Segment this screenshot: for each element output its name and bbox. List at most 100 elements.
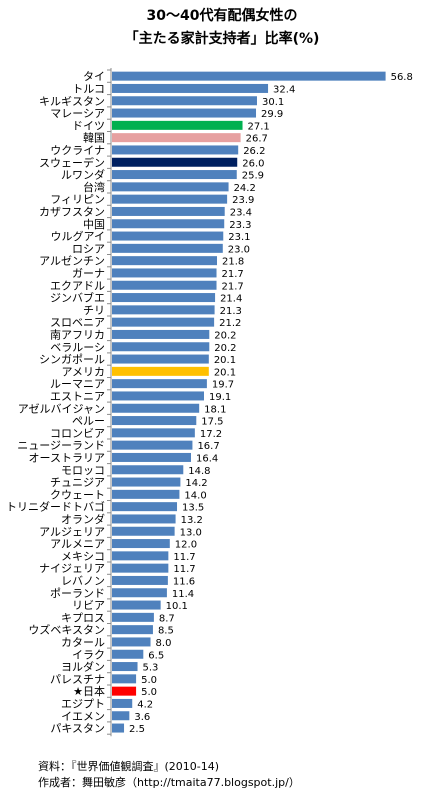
footer-group: 資料：『世界価値観調査』(2010-14) 作成者：舞田敏彦（http://tm… xyxy=(38,759,300,789)
bar xyxy=(112,539,170,549)
bar xyxy=(112,157,238,167)
bar xyxy=(112,686,137,696)
bar xyxy=(112,108,257,118)
bar xyxy=(112,317,215,327)
value-label: 11.6 xyxy=(173,576,195,587)
value-label: 29.9 xyxy=(261,109,283,120)
value-label: 14.2 xyxy=(185,478,207,489)
category-label: トリニダードトバゴ xyxy=(6,500,105,514)
bar xyxy=(112,71,386,81)
bar xyxy=(112,600,161,610)
category-label: ルワンダ xyxy=(61,168,105,182)
value-label: 12.0 xyxy=(175,540,197,551)
value-label: 5.0 xyxy=(141,675,157,686)
value-label: 21.7 xyxy=(222,281,244,292)
category-label: ニュージーランド xyxy=(17,439,105,452)
category-label: ポーランド xyxy=(50,587,105,600)
category-label: アゼルバイジャン xyxy=(18,402,105,415)
category-label: エクアドル xyxy=(50,279,105,292)
value-label: 26.0 xyxy=(242,158,264,169)
category-label: クウェート xyxy=(50,488,105,501)
category-label: パキスタン xyxy=(50,722,105,735)
value-label: 20.1 xyxy=(214,355,236,366)
bar xyxy=(112,575,168,585)
category-label: ドイツ xyxy=(72,119,105,132)
category-label: エストニア xyxy=(50,390,105,403)
value-label: 8.0 xyxy=(156,638,172,649)
category-label: マレーシア xyxy=(50,107,105,120)
labels-group: タイトルコキルギスタンマレーシアドイツ韓国ウクライナスウェーデンルワンダ台湾フィ… xyxy=(6,70,105,735)
bar xyxy=(112,649,144,659)
bar xyxy=(112,305,215,315)
value-label: 13.5 xyxy=(182,503,204,514)
value-label: 18.1 xyxy=(204,404,226,415)
source-note: 資料：『世界価値観調査』(2010-14) xyxy=(38,759,219,773)
bars-group xyxy=(112,71,386,733)
category-label: エジプト xyxy=(61,697,105,710)
bar xyxy=(112,612,154,622)
bar xyxy=(112,379,207,389)
bar xyxy=(112,133,241,143)
category-label: 南アフリカ xyxy=(50,328,105,341)
value-label: 13.2 xyxy=(181,515,203,526)
category-label: メキシコ xyxy=(61,550,105,563)
category-label: アルメニア xyxy=(50,538,105,551)
category-label: イラク xyxy=(72,648,105,661)
bar xyxy=(112,206,225,216)
value-label: 23.1 xyxy=(228,232,250,243)
bar xyxy=(112,674,137,684)
value-label: 21.8 xyxy=(222,257,244,268)
value-label: 5.0 xyxy=(141,687,157,698)
category-label: チュニジア xyxy=(50,476,105,489)
value-label: 23.9 xyxy=(232,195,254,206)
value-label: 25.9 xyxy=(242,171,264,182)
bar xyxy=(112,219,225,229)
category-label: ヨルダン xyxy=(61,660,105,674)
value-label: 2.5 xyxy=(129,724,145,735)
bar xyxy=(112,120,243,130)
bar xyxy=(112,662,138,672)
bar xyxy=(112,514,176,524)
category-label: ★日本 xyxy=(73,684,105,698)
bar xyxy=(112,526,175,536)
bar xyxy=(112,170,237,180)
category-label: ロシア xyxy=(72,242,105,255)
bar xyxy=(112,96,257,106)
category-label: アルジェリア xyxy=(39,525,105,538)
bar xyxy=(112,625,153,635)
category-label: カタール xyxy=(61,636,105,649)
bar xyxy=(112,145,239,155)
value-label: 27.1 xyxy=(248,121,270,132)
value-label: 26.7 xyxy=(246,134,268,145)
value-label: 16.7 xyxy=(197,441,219,452)
category-label: 台湾 xyxy=(83,180,105,194)
value-label: 20.1 xyxy=(214,367,236,378)
category-label: ガーナ xyxy=(72,267,105,280)
bar xyxy=(112,723,125,733)
value-label: 14.0 xyxy=(184,490,206,501)
value-label: 13.0 xyxy=(180,527,202,538)
bar xyxy=(112,711,130,721)
category-label: ウルグアイ xyxy=(51,229,105,243)
bar xyxy=(112,342,210,352)
bar xyxy=(112,477,181,487)
axis-group xyxy=(107,68,112,737)
bar xyxy=(112,83,269,93)
value-label: 5.3 xyxy=(143,663,159,674)
value-label: 17.5 xyxy=(201,417,223,428)
value-label: 21.4 xyxy=(220,294,242,305)
category-label: 中国 xyxy=(83,218,105,231)
category-label: ベラルーシ xyxy=(50,341,105,354)
bar xyxy=(112,465,184,475)
value-label: 11.7 xyxy=(173,564,195,575)
category-label: ナイジェリア xyxy=(39,562,105,575)
value-label: 8.7 xyxy=(159,613,175,624)
chart-title-line-1: 30～40代有配偶女性の xyxy=(147,7,298,24)
bar xyxy=(112,243,223,253)
value-label: 23.0 xyxy=(228,244,250,255)
bar xyxy=(112,502,178,512)
value-label: 8.5 xyxy=(158,626,174,637)
category-label: キプロス xyxy=(61,611,105,624)
bar xyxy=(112,637,151,647)
